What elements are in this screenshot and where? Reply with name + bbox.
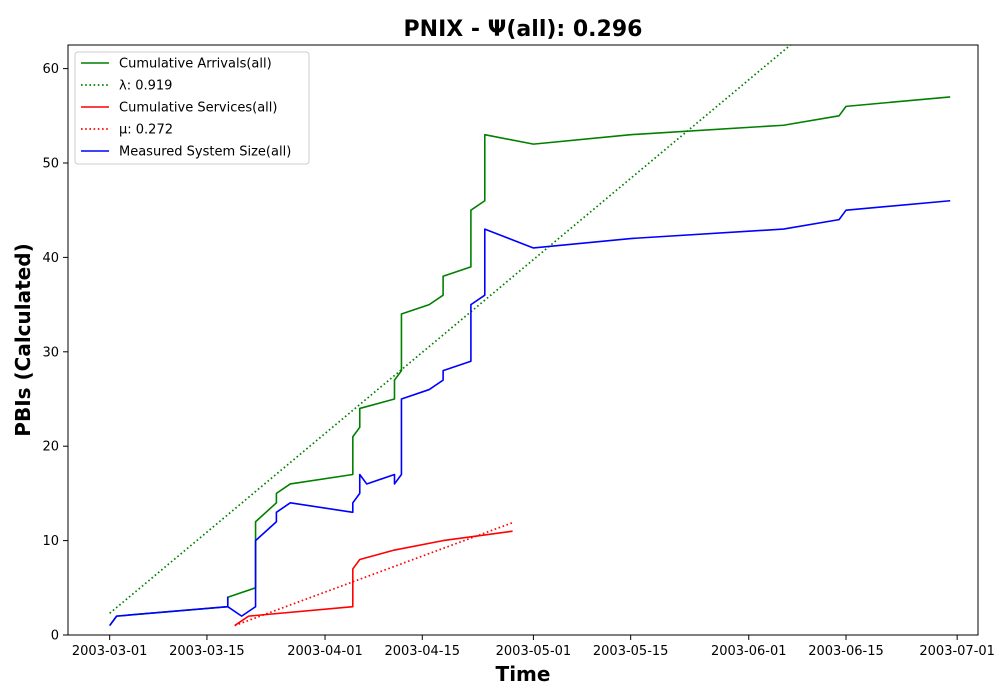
legend: Cumulative Arrivals(all) λ: 0.919 Cumulati…: [75, 52, 309, 164]
legend-label-5: Measured System Size(all): [119, 145, 291, 160]
y-tick-label: 10: [42, 534, 59, 549]
y-tick-label: 60: [42, 62, 59, 77]
x-tick-label: 2003-03-15: [169, 644, 245, 659]
y-axis-label: PBIs (Calculated): [11, 243, 35, 436]
chart-title: PNIX - Ψ(all): 0.296: [404, 17, 643, 42]
y-tick-label: 0: [51, 629, 59, 644]
legend-label-3: Cumulative Services(all): [119, 101, 277, 116]
y-tick-label: 40: [42, 251, 59, 266]
x-tick-label: 2003-07-01: [919, 644, 995, 659]
legend-label-1: Cumulative Arrivals(all): [119, 57, 272, 72]
y-tick-label: 20: [42, 440, 59, 455]
x-tick-label: 2003-04-01: [287, 644, 363, 659]
x-tick-label: 2003-06-01: [711, 644, 787, 659]
legend-label-2: λ: 0.919: [119, 79, 172, 94]
x-tick-label: 2003-05-15: [593, 644, 669, 659]
x-tick-label: 2003-06-15: [808, 644, 884, 659]
x-tick-label: 2003-04-15: [384, 644, 460, 659]
y-tick-label: 50: [42, 157, 59, 172]
x-tick-label: 2003-03-01: [72, 644, 148, 659]
x-tick-label: 2003-05-01: [496, 644, 572, 659]
legend-label-4: μ: 0.272: [119, 123, 173, 138]
y-tick-label: 30: [42, 345, 59, 360]
x-axis-label: Time: [496, 662, 551, 686]
